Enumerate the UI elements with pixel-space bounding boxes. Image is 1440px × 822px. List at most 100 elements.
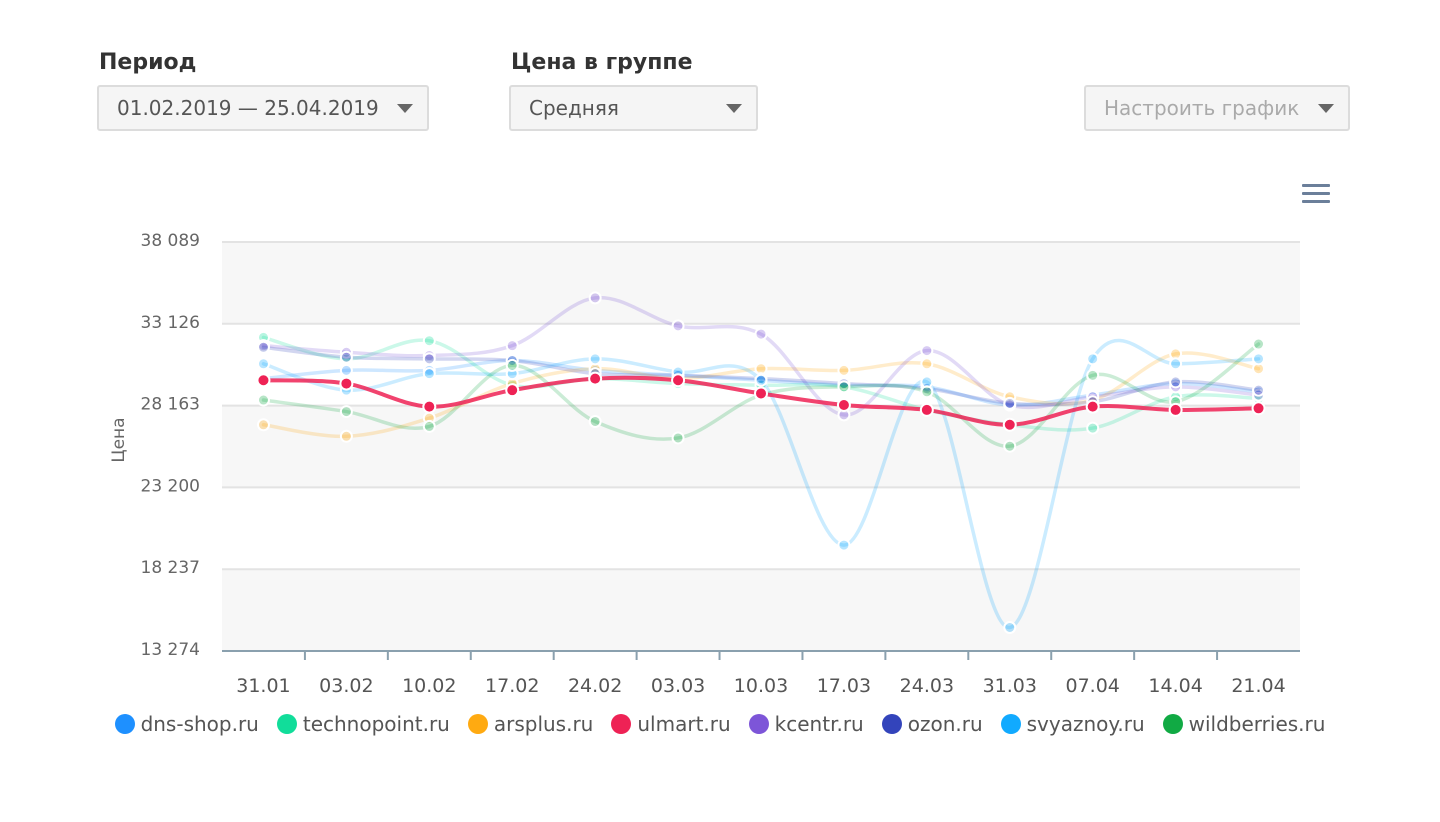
legend-item[interactable]: kcentr.ru bbox=[748, 712, 864, 736]
legend-label: arsplus.ru bbox=[493, 712, 594, 736]
data-point-wildberries.ru bbox=[1003, 439, 1017, 453]
legend-item[interactable]: svyaznoy.ru bbox=[1000, 712, 1145, 736]
data-point-svyaznoy.ru bbox=[1003, 620, 1017, 634]
data-point-ulmart.ru bbox=[1168, 402, 1183, 417]
data-point-kcentr.ru bbox=[671, 319, 685, 333]
legend-marker bbox=[1162, 714, 1183, 734]
x-tick-label: 10.03 bbox=[734, 675, 788, 697]
data-point-kcentr.ru bbox=[588, 291, 602, 305]
legend-item[interactable]: wildberries.ru bbox=[1162, 712, 1326, 736]
data-point-ulmart.ru bbox=[1085, 399, 1100, 414]
data-point-ozon.ru bbox=[339, 350, 353, 364]
data-point-arsplus.ru bbox=[339, 429, 353, 443]
data-point-wildberries.ru bbox=[837, 380, 851, 394]
data-point-technopoint.ru bbox=[1086, 421, 1100, 435]
data-point-ulmart.ru bbox=[339, 376, 354, 391]
data-point-arsplus.ru bbox=[256, 418, 270, 432]
x-tick-label: 03.03 bbox=[651, 675, 705, 697]
data-point-wildberries.ru bbox=[671, 431, 685, 445]
price-group-select[interactable]: Средняя bbox=[509, 85, 758, 131]
triangle-down-icon bbox=[1318, 104, 1334, 113]
data-point-svyaznoy.ru bbox=[920, 375, 934, 389]
data-point-ozon.ru bbox=[1169, 375, 1183, 389]
data-point-kcentr.ru bbox=[505, 339, 519, 353]
y-axis-label: Цена bbox=[109, 417, 129, 462]
y-tick-label: 13 274 bbox=[141, 640, 200, 660]
legend-item[interactable]: ozon.ru bbox=[881, 712, 983, 736]
data-point-ulmart.ru bbox=[754, 386, 768, 401]
data-point-arsplus.ru bbox=[1169, 347, 1183, 361]
data-point-wildberries.ru bbox=[422, 419, 436, 433]
data-point-ulmart.ru bbox=[1002, 417, 1017, 432]
data-point-wildberries.ru bbox=[1086, 368, 1100, 382]
y-tick-label: 38 089 bbox=[141, 231, 200, 251]
x-tick-label: 31.03 bbox=[983, 675, 1037, 697]
data-point-dns-shop.ru bbox=[339, 363, 353, 377]
data-point-arsplus.ru bbox=[1252, 362, 1266, 376]
data-point-ozon.ru bbox=[256, 340, 270, 354]
legend-item[interactable]: dns-shop.ru bbox=[114, 712, 259, 736]
data-point-wildberries.ru bbox=[505, 358, 519, 372]
data-point-technopoint.ru bbox=[422, 334, 436, 348]
legend-item[interactable]: technopoint.ru bbox=[276, 712, 450, 736]
legend-marker bbox=[611, 714, 632, 734]
data-point-ulmart.ru bbox=[256, 373, 271, 388]
data-point-ozon.ru bbox=[1003, 396, 1017, 410]
x-tick-label: 24.02 bbox=[568, 675, 622, 697]
data-point-wildberries.ru bbox=[1252, 337, 1266, 351]
hamburger-menu-icon[interactable] bbox=[1302, 184, 1330, 206]
data-point-kcentr.ru bbox=[754, 327, 768, 341]
data-point-ulmart.ru bbox=[588, 371, 603, 386]
legend-label: ozon.ru bbox=[907, 712, 983, 736]
data-point-svyaznoy.ru bbox=[588, 352, 602, 366]
period-select[interactable]: 01.02.2019 — 25.04.2019 bbox=[97, 85, 429, 131]
legend-label: wildberries.ru bbox=[1188, 712, 1326, 736]
data-point-ozon.ru bbox=[1252, 383, 1266, 397]
x-tick-label: 17.02 bbox=[485, 675, 539, 697]
triangle-down-icon bbox=[726, 104, 742, 113]
data-point-wildberries.ru bbox=[256, 393, 270, 407]
legend-marker bbox=[276, 714, 297, 734]
legend-marker bbox=[467, 714, 488, 734]
x-tick-label: 17.03 bbox=[817, 675, 871, 697]
x-tick-label: 24.03 bbox=[900, 675, 954, 697]
series-line-svyaznoy.ru bbox=[261, 338, 1261, 630]
legend-label: svyaznoy.ru bbox=[1026, 712, 1145, 736]
legend-label: dns-shop.ru bbox=[140, 712, 259, 736]
data-point-arsplus.ru bbox=[920, 357, 934, 371]
data-point-kcentr.ru bbox=[920, 344, 934, 358]
x-tick-label: 31.01 bbox=[236, 675, 290, 697]
data-point-svyaznoy.ru bbox=[837, 538, 851, 552]
plot-band bbox=[222, 569, 1300, 651]
data-point-ulmart.ru bbox=[671, 373, 686, 388]
legend-item[interactable]: ulmart.ru bbox=[611, 712, 731, 736]
data-point-wildberries.ru bbox=[920, 385, 934, 399]
legend-item[interactable]: arsplus.ru bbox=[467, 712, 594, 736]
data-point-ozon.ru bbox=[422, 352, 436, 366]
x-tick-label: 07.04 bbox=[1065, 675, 1119, 697]
legend-marker bbox=[1000, 714, 1021, 734]
data-point-ulmart.ru bbox=[919, 402, 934, 417]
y-tick-label: 23 200 bbox=[141, 476, 200, 496]
data-point-wildberries.ru bbox=[588, 414, 602, 428]
data-point-wildberries.ru bbox=[339, 405, 353, 419]
plot-band bbox=[222, 242, 1300, 324]
x-tick-label: 21.04 bbox=[1231, 675, 1285, 697]
legend-label: technopoint.ru bbox=[302, 712, 450, 736]
data-point-svyaznoy.ru bbox=[1086, 352, 1100, 366]
period-label: Период bbox=[99, 50, 197, 75]
legend-label: ulmart.ru bbox=[637, 712, 731, 736]
data-point-svyaznoy.ru bbox=[422, 367, 436, 381]
configure-chart-select[interactable]: Настроить график bbox=[1084, 85, 1350, 131]
y-tick-label: 28 163 bbox=[141, 395, 200, 415]
x-tick-label: 03.02 bbox=[319, 675, 373, 697]
price-group-label: Цена в группе bbox=[511, 50, 693, 75]
data-point-ulmart.ru bbox=[1251, 401, 1266, 416]
data-point-ulmart.ru bbox=[422, 399, 437, 414]
y-tick-label: 33 126 bbox=[141, 313, 200, 333]
legend-marker bbox=[114, 714, 135, 734]
triangle-down-icon bbox=[397, 104, 413, 113]
x-tick-label: 14.04 bbox=[1148, 675, 1202, 697]
configure-chart-value: Настроить график bbox=[1104, 96, 1300, 120]
